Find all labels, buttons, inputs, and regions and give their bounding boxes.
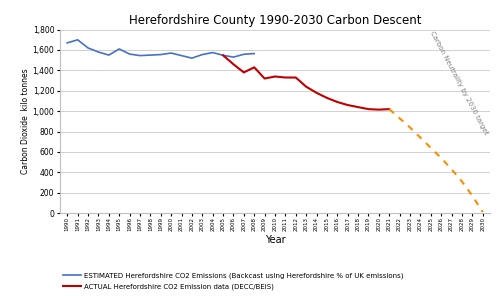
Title: Herefordshire County 1990-2030 Carbon Descent: Herefordshire County 1990-2030 Carbon De… (129, 14, 421, 27)
Legend: ESTIMATED Herefordshire CO2 Emissions (Backcast using Herefordshire % of UK emis: ESTIMATED Herefordshire CO2 Emissions (B… (64, 272, 404, 289)
ESTIMATED Herefordshire CO2 Emissions (Backcast using Herefordshire % of UK emissions) (220, 54, 226, 57)
ESTIMATED Herefordshire CO2 Emissions (Backcast using Herefordshire % of UK emissions) (210, 51, 216, 54)
ESTIMATED Herefordshire CO2 Emissions (Backcast using Herefordshire % of UK emissions) (64, 41, 70, 45)
ACTUAL Herefordshire CO2 Emission data (DECC/BEIS) (282, 76, 288, 79)
ESTIMATED Herefordshire CO2 Emissions (Backcast using Herefordshire % of UK emissions) (241, 52, 247, 56)
Line: ACTUAL Herefordshire CO2 Emission data (DECC/BEIS): ACTUAL Herefordshire CO2 Emission data (… (223, 55, 390, 110)
Y-axis label: Carbon Dioxide  kilo tonnes: Carbon Dioxide kilo tonnes (21, 69, 30, 174)
ACTUAL Herefordshire CO2 Emission data (DECC/BEIS) (324, 96, 330, 100)
ESTIMATED Herefordshire CO2 Emissions (Backcast using Herefordshire % of UK emissions) (200, 53, 205, 56)
ACTUAL Herefordshire CO2 Emission data (DECC/BEIS) (230, 62, 236, 66)
ESTIMATED Herefordshire CO2 Emissions (Backcast using Herefordshire % of UK emissions) (126, 52, 132, 56)
ACTUAL Herefordshire CO2 Emission data (DECC/BEIS) (293, 76, 299, 79)
ACTUAL Herefordshire CO2 Emission data (DECC/BEIS) (251, 65, 257, 69)
X-axis label: Year: Year (264, 235, 285, 245)
ESTIMATED Herefordshire CO2 Emissions (Backcast using Herefordshire % of UK emissions) (148, 53, 154, 57)
ESTIMATED Herefordshire CO2 Emissions (Backcast using Herefordshire % of UK emissions) (168, 51, 174, 55)
ACTUAL Herefordshire CO2 Emission data (DECC/BEIS) (386, 107, 392, 111)
ACTUAL Herefordshire CO2 Emission data (DECC/BEIS) (366, 107, 372, 111)
ACTUAL Herefordshire CO2 Emission data (DECC/BEIS) (314, 91, 320, 95)
ESTIMATED Herefordshire CO2 Emissions (Backcast using Herefordshire % of UK emissions) (74, 38, 80, 41)
ESTIMATED Herefordshire CO2 Emissions (Backcast using Herefordshire % of UK emissions) (96, 50, 102, 54)
ESTIMATED Herefordshire CO2 Emissions (Backcast using Herefordshire % of UK emissions) (85, 46, 91, 50)
ESTIMATED Herefordshire CO2 Emissions (Backcast using Herefordshire % of UK emissions) (230, 55, 236, 59)
ACTUAL Herefordshire CO2 Emission data (DECC/BEIS) (344, 103, 350, 107)
ESTIMATED Herefordshire CO2 Emissions (Backcast using Herefordshire % of UK emissions) (251, 52, 257, 55)
ESTIMATED Herefordshire CO2 Emissions (Backcast using Herefordshire % of UK emissions) (137, 54, 143, 57)
ESTIMATED Herefordshire CO2 Emissions (Backcast using Herefordshire % of UK emissions) (189, 56, 195, 60)
ACTUAL Herefordshire CO2 Emission data (DECC/BEIS) (272, 75, 278, 78)
Line: ESTIMATED Herefordshire CO2 Emissions (Backcast using Herefordshire % of UK emissions): ESTIMATED Herefordshire CO2 Emissions (B… (68, 40, 254, 58)
ACTUAL Herefordshire CO2 Emission data (DECC/BEIS) (220, 54, 226, 57)
ESTIMATED Herefordshire CO2 Emissions (Backcast using Herefordshire % of UK emissions) (178, 54, 184, 57)
ACTUAL Herefordshire CO2 Emission data (DECC/BEIS) (241, 71, 247, 74)
ACTUAL Herefordshire CO2 Emission data (DECC/BEIS) (262, 77, 268, 80)
ACTUAL Herefordshire CO2 Emission data (DECC/BEIS) (334, 100, 340, 104)
ESTIMATED Herefordshire CO2 Emissions (Backcast using Herefordshire % of UK emissions) (116, 47, 122, 51)
ACTUAL Herefordshire CO2 Emission data (DECC/BEIS) (303, 85, 309, 89)
ACTUAL Herefordshire CO2 Emission data (DECC/BEIS) (355, 105, 361, 109)
ESTIMATED Herefordshire CO2 Emissions (Backcast using Herefordshire % of UK emissions) (158, 53, 164, 56)
ACTUAL Herefordshire CO2 Emission data (DECC/BEIS) (376, 108, 382, 111)
ESTIMATED Herefordshire CO2 Emissions (Backcast using Herefordshire % of UK emissions) (106, 53, 112, 57)
Text: Carbon Neutrality by 2030 target: Carbon Neutrality by 2030 target (428, 30, 488, 136)
